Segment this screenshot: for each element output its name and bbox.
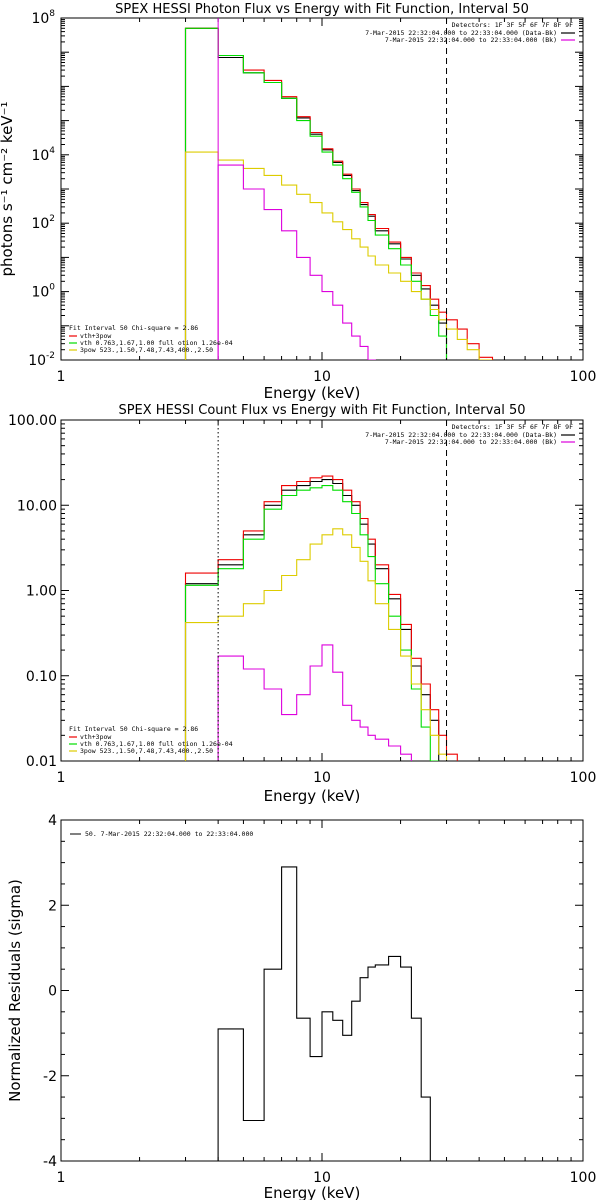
fit-info-line: vth+3pow <box>80 332 111 340</box>
y-ticks <box>61 819 583 1162</box>
fit-info-box: Fit Interval 50 Chi-square = 2.86vth+3po… <box>69 725 233 755</box>
x-tick-label: 1 <box>57 369 66 385</box>
y-tick-exponent: 4 <box>49 146 55 156</box>
y-tick-label: 108 <box>31 9 55 27</box>
plot-frame <box>60 819 584 1162</box>
x-ticks <box>60 18 572 360</box>
x-tick-label: 100 <box>570 1170 597 1186</box>
y-tick-label: 4 <box>48 813 57 829</box>
chart-title: SPEX HESSI Count Flux vs Energy with Fit… <box>118 403 525 418</box>
y-tick-base: 10 <box>31 285 49 301</box>
legend-entry-text: 7-Mar-2015 22:32:04.000 to 22:33:04.000 … <box>385 438 557 446</box>
x-tick-label: 1 <box>57 770 66 786</box>
x-tick-label: 100 <box>570 770 597 786</box>
y-tick-label: 0 <box>48 984 57 1000</box>
y-tick-base: 10 <box>28 353 46 369</box>
series-3-line <box>184 27 448 360</box>
y-axis-label: photons s⁻¹ cm⁻² keV⁻¹ <box>0 102 16 277</box>
x-tick-label: 100 <box>570 369 597 385</box>
y-tick-label: 0.01 <box>26 754 57 770</box>
chart-panel-3: 1 10 100 4 2 0 -2 -4 Energy (keV) Normalized Resi… <box>6 813 596 1200</box>
fit-info-header: Fit Interval 50 Chi-square = 2.86 <box>69 324 198 332</box>
plot-frame <box>60 17 584 361</box>
x-tick-label: 10 <box>313 770 331 786</box>
y-tick-exponent: 0 <box>49 283 55 293</box>
x-tick-label: 1 <box>57 1170 66 1186</box>
fit-info-line: vth 0.763,1.67,1.00 full otion 1.26e-04 <box>80 740 233 748</box>
y-tick-label: 100 <box>31 283 55 301</box>
y-axis-label: Normalized Residuals (sigma) <box>6 879 24 1102</box>
legend-detectors: Detectors: 1F 3F 5F 6F 7F 8F 9F <box>452 423 573 431</box>
legend-entry-text: 50. 7-Mar-2015 22:32:04.000 to 22:33:04.… <box>85 830 253 838</box>
legend-box: Detectors: 1F 3F 5F 6F 7F 8F 9F7-Mar-201… <box>365 21 575 44</box>
y-tick-label: 1.00 <box>26 584 57 600</box>
x-tick-label: 10 <box>313 369 331 385</box>
plot-frame <box>60 419 584 762</box>
x-ticks <box>60 820 572 1161</box>
legend-box: 50. 7-Mar-2015 22:32:04.000 to 22:33:04.… <box>70 830 253 838</box>
y-tick-base: 10 <box>31 216 49 232</box>
y-tick-label: 10.00 <box>17 498 57 514</box>
x-axis-label: Energy (keV) <box>264 1184 361 1200</box>
chart-panel-2: 1 10 100 100.00 10.00 1.00 0.10 0.01 SPEX HESSI … <box>8 403 596 805</box>
fit-info-line: vth+3pow <box>80 733 111 741</box>
legend-detectors: Detectors: 1F 3F 5F 6F 7F 8F 9F <box>452 21 573 29</box>
series-group <box>217 866 431 1161</box>
y-tick-base: 10 <box>31 148 49 164</box>
fit-info-header: Fit Interval 50 Chi-square = 2.86 <box>69 725 198 733</box>
fit-info-line: 3pow 523.,1.50,7.48,7.43,400.,2.50 <box>80 747 213 755</box>
series-group <box>184 475 458 761</box>
legend-entry-text: 7-Mar-2015 22:32:04.000 to 22:33:04.000 … <box>365 29 557 37</box>
y-tick-label: 102 <box>31 214 55 232</box>
y-tick-label: 100.00 <box>8 413 57 429</box>
y-tick-exponent: 2 <box>49 214 55 224</box>
chart-title: SPEX HESSI Photon Flux vs Energy with Fi… <box>115 2 529 17</box>
series-3-line <box>184 485 439 761</box>
legend-entry-text: 7-Mar-2015 22:32:04.000 to 22:33:04.000 … <box>385 36 557 44</box>
y-tick-exponent: -2 <box>46 351 55 361</box>
fit-info-box: Fit Interval 50 Chi-square = 2.86vth+3po… <box>69 324 233 354</box>
series-5-line <box>217 164 431 360</box>
legend-entry-text: 7-Mar-2015 22:32:04.000 to 22:33:04.000 … <box>365 431 557 439</box>
x-axis-label: Energy (keV) <box>264 787 361 805</box>
series-1-line <box>217 866 431 1161</box>
series-1-line <box>184 27 448 360</box>
x-tick-label: 10 <box>313 1170 331 1186</box>
series-2-line <box>184 475 458 761</box>
y-tick-label: 0.10 <box>26 669 57 685</box>
fit-info-line: vth 0.763,1.67,1.00 full otion 1.26e-04 <box>80 339 233 347</box>
x-axis-label: Energy (keV) <box>264 384 361 402</box>
y-tick-exponent: 8 <box>49 9 55 19</box>
y-tick-label: -2 <box>43 1069 57 1085</box>
y-tick-base: 10 <box>31 11 49 27</box>
y-ticks <box>61 419 583 762</box>
y-tick-label: 10-2 <box>28 351 55 369</box>
x-ticks <box>60 420 572 761</box>
fit-info-line: 3pow 523.,1.50,7.48,7.43,400.,2.50 <box>80 346 213 354</box>
series-4-line <box>184 528 448 761</box>
y-ticks <box>61 17 583 361</box>
series-5-line <box>217 644 412 761</box>
y-tick-label: 104 <box>31 146 55 164</box>
y-tick-label: 2 <box>48 898 57 914</box>
y-tick-label: -4 <box>43 1154 57 1170</box>
legend-box: Detectors: 1F 3F 5F 6F 7F 8F 9F7-Mar-201… <box>365 423 575 446</box>
